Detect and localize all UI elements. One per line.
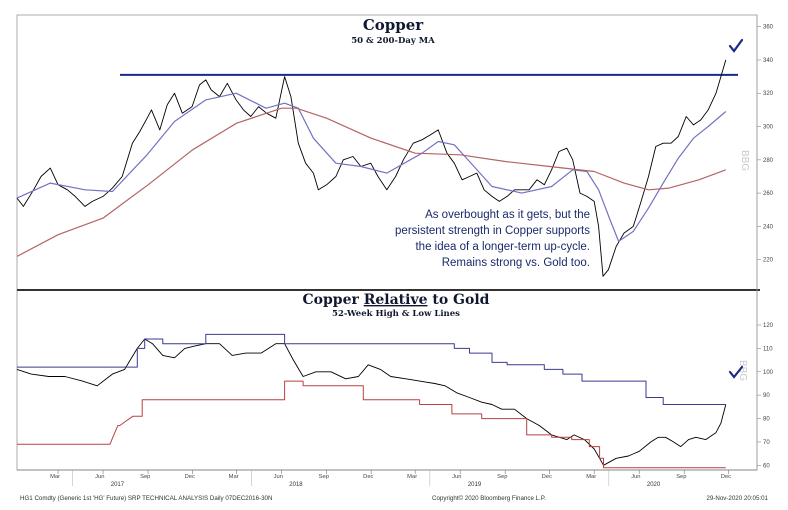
- x-month-label: Dec: [363, 474, 373, 480]
- x-month-label: Sep: [497, 474, 507, 480]
- annotation-line-3: the idea of a longer-term up-cycle.: [415, 241, 590, 253]
- annotation-line-4: Remains strong vs. Gold too.: [442, 257, 590, 269]
- x-month-label: Dec: [721, 474, 731, 480]
- x-year-label: 2017: [111, 482, 125, 488]
- ratio-y-tick-label: 60: [763, 463, 770, 469]
- copper-y-axis: 220 240 260 280 300 320 340 360: [757, 25, 774, 264]
- ratio-y-tick-label: 120: [763, 323, 774, 329]
- copper-y-tick-label: 260: [763, 191, 774, 197]
- ratio-checkmark: [728, 365, 744, 379]
- x-month-label: Dec: [542, 474, 552, 480]
- copper-y-tick-label: 320: [763, 91, 774, 97]
- x-month-label: Mar: [229, 474, 239, 480]
- copper-series-line-3: [16, 107, 727, 257]
- x-month-label: Jun: [274, 474, 283, 480]
- copper-subtitle: 50 & 200-Day MA: [351, 36, 435, 46]
- copper-watermark: BBG: [739, 150, 750, 171]
- x-month-label: Jun: [452, 474, 461, 480]
- x-month-label: Jun: [95, 474, 104, 480]
- x-month-label: Mar: [50, 474, 60, 480]
- copper-panel: Copper 50 & 200-Day MA BBG 220 240 260 280 3…: [16, 16, 774, 277]
- copper-title: Copper: [363, 16, 424, 34]
- ratio-y-tick-label: 70: [763, 440, 770, 446]
- x-month-label: Sep: [319, 474, 329, 480]
- x-month-label: Sep: [676, 474, 686, 480]
- ratio-y-tick-label: 80: [763, 417, 770, 423]
- ratio-title: Copper Relative to Gold: [303, 292, 490, 308]
- x-axis: Mar Jun Sep Dec Mar Jun Sep Dec Mar Jun Sep Dec Mar J…: [17, 469, 757, 488]
- x-month-label: Sep: [140, 474, 150, 480]
- ratio-y-axis: 60 70 80 90 100 110 120: [757, 323, 774, 469]
- footer-timestamp: 29-Nov-2020 20:05:01: [706, 495, 768, 502]
- copper-series-line-2: [16, 92, 727, 242]
- annotation-line-2: persistent strength in Copper supports: [395, 225, 590, 237]
- x-year-label: 2019: [468, 482, 482, 488]
- ratio-y-tick-label: 110: [763, 346, 773, 352]
- ratio-series-line-3: [17, 380, 726, 469]
- ratio-subtitle: 52-Week High & Low Lines: [332, 309, 460, 319]
- footer: HG1 Comdty (Generic 1st 'HG' Future) SRP…: [0, 490, 788, 510]
- x-month-label: Mar: [407, 474, 417, 480]
- copper-y-tick-label: 340: [763, 58, 774, 64]
- ratio-y-tick-label: 90: [763, 393, 770, 399]
- ratio-series-group: [16, 333, 727, 469]
- x-month-label: Mar: [586, 474, 596, 480]
- copper-checkmark: [728, 38, 744, 53]
- annotation-line-1: As overbought as it gets, but the: [425, 209, 590, 221]
- footer-copyright: Copyright© 2020 Bloomberg Finance L.P.: [432, 495, 546, 502]
- copper-y-tick-label: 360: [763, 25, 774, 31]
- copper-y-tick-label: 240: [763, 224, 774, 230]
- ratio-series-line-2: [17, 333, 726, 405]
- copper-series-line-1: [16, 59, 727, 277]
- copper-y-tick-label: 220: [763, 258, 774, 264]
- copper-annotation: As overbought as it gets, but the persis…: [395, 209, 590, 269]
- footer-source: HG1 Comdty (Generic 1st 'HG' Future) SRP…: [20, 495, 273, 502]
- ratio-watermark: BBG: [737, 360, 748, 381]
- copper-series-group: [16, 59, 727, 277]
- x-month-label: Jun: [631, 474, 640, 480]
- ratio-title-part-1: Copper: [303, 292, 364, 308]
- x-year-label: 2018: [289, 482, 303, 488]
- ratio-y-tick-label: 100: [763, 370, 774, 376]
- x-year-label: 2020: [647, 482, 661, 488]
- x-month-label: Dec: [185, 474, 195, 480]
- copper-y-tick-label: 280: [763, 158, 774, 164]
- ratio-title-part-3: to Gold: [428, 292, 490, 308]
- chart-frame: [16, 14, 758, 471]
- ratio-title-part-2: Relative: [364, 292, 428, 308]
- copper-y-tick-label: 300: [763, 125, 774, 131]
- ratio-panel: Copper Relative to Gold 52-Week High & L…: [16, 292, 774, 469]
- ratio-series-line-1: [16, 338, 727, 466]
